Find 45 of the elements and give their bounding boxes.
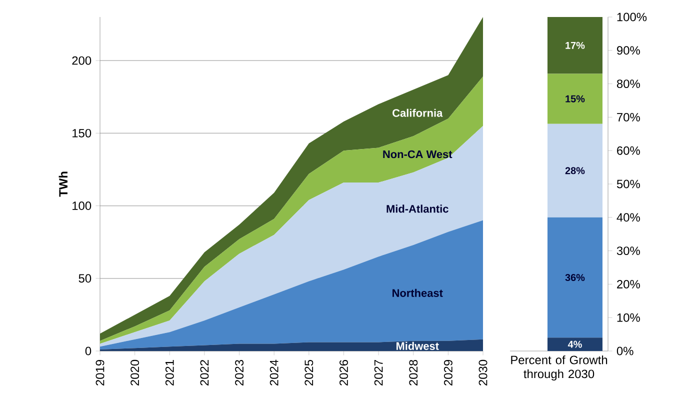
x-tick-label: 2022 xyxy=(200,360,209,386)
data-label: 28% xyxy=(565,167,585,174)
series-label: Non-CA West xyxy=(383,150,452,158)
y-tick-label: 20% xyxy=(617,280,640,288)
y-tick-label: 150 xyxy=(72,128,92,138)
y-tick-label: 50% xyxy=(616,180,640,188)
y-tick-label: 60% xyxy=(617,146,640,155)
x-tick-label: 2026 xyxy=(340,360,348,386)
bar xyxy=(547,217,602,338)
bar xyxy=(547,338,602,351)
x-tick-label: 2029 xyxy=(444,360,452,386)
data-label: 17% xyxy=(566,42,585,49)
series-label: Northeast xyxy=(392,288,443,297)
data-label: 15% xyxy=(566,95,585,102)
y-tick-label: 0 xyxy=(85,346,92,356)
data-label: 36% xyxy=(565,274,585,282)
y-tick-label: 0% xyxy=(616,346,634,356)
y-tick-label: 40% xyxy=(616,213,640,222)
y-tick-label: 10% xyxy=(617,313,640,322)
x-tick-label: 2025 xyxy=(304,360,314,386)
bar xyxy=(547,74,602,124)
data-label: 4% xyxy=(568,340,582,348)
y-tick-label: 90% xyxy=(617,46,640,55)
bar xyxy=(547,16,602,74)
x-axis-title: Percent of Growth through 2030 xyxy=(511,355,608,381)
x-tick-label: 2027 xyxy=(374,360,383,386)
y-tick-label: 100 xyxy=(72,202,92,210)
y-tick-label: 70% xyxy=(617,112,640,122)
x-tick-label: 2023 xyxy=(235,360,244,386)
series-label: Mid-Atlantic xyxy=(386,204,448,213)
x-tick-label: 2028 xyxy=(409,360,418,386)
y-axis-title: TWh xyxy=(58,172,68,197)
x-tick-label: 2021 xyxy=(165,360,174,386)
y-tick-label: 50 xyxy=(78,274,92,283)
series-label: Midwest xyxy=(396,342,439,350)
x-tick-label: 2024 xyxy=(270,360,278,386)
x-tick-label: 2030 xyxy=(478,360,488,386)
y-tick-label: 80% xyxy=(616,80,640,88)
x-tick-label: 2019 xyxy=(96,360,104,386)
bar xyxy=(547,124,602,218)
y-tick-label: 200 xyxy=(72,56,92,65)
y-tick-label: 100% xyxy=(617,12,647,22)
y-tick-label: 30% xyxy=(616,246,640,256)
x-tick-label: 2020 xyxy=(130,360,140,386)
series-label: California xyxy=(392,108,443,117)
